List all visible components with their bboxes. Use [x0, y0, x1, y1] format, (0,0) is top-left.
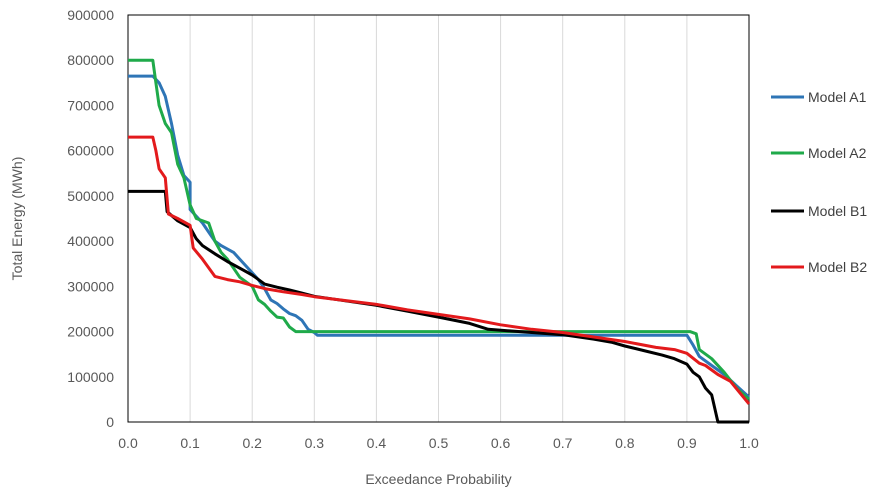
x-tick-label: 0.9 — [677, 435, 697, 451]
legend: Model A1 Model A2 Model B1 Model B2 — [771, 89, 867, 275]
x-tick-label: 0.5 — [429, 435, 449, 451]
x-tick-label: 0.6 — [491, 435, 511, 451]
x-axis-ticks: 0.0 0.1 0.2 0.3 0.4 0.5 0.6 0.7 0.8 0.9 1.0 — [118, 435, 759, 451]
x-tick-label: 1.0 — [739, 435, 759, 451]
x-tick-label: 0.4 — [367, 435, 387, 451]
y-tick-label: 100000 — [67, 369, 114, 385]
x-tick-label: 0.2 — [242, 435, 262, 451]
plot-area-border — [127, 14, 750, 423]
y-tick-label: 300000 — [67, 278, 114, 294]
legend-label-model-b1: Model B1 — [808, 203, 867, 219]
series-line-model-b1 — [128, 189, 749, 424]
y-tick-label: 200000 — [67, 324, 114, 340]
x-tick-label: 0.8 — [615, 435, 635, 451]
grid-lines — [189, 15, 688, 422]
y-tick-label: 500000 — [67, 188, 114, 204]
x-tick-label: 0.1 — [180, 435, 200, 451]
y-tick-label: 800000 — [67, 52, 114, 68]
x-tick-label: 0.3 — [305, 435, 325, 451]
y-tick-label: 700000 — [67, 97, 114, 113]
x-axis-title: Exceedance Probability — [365, 471, 511, 487]
y-tick-label: 0 — [106, 414, 114, 430]
x-tick-label: 0.0 — [118, 435, 138, 451]
y-axis-ticks: 0 100000 200000 300000 400000 500000 600000 700… — [67, 7, 114, 430]
y-tick-label: 600000 — [67, 143, 114, 159]
legend-label-model-a2: Model A2 — [808, 145, 867, 161]
x-tick-label: 0.7 — [553, 435, 573, 451]
legend-label-model-b2: Model B2 — [808, 259, 867, 275]
series-layer — [128, 58, 751, 424]
series-line-model-b2 — [128, 135, 751, 405]
legend-label-model-a1: Model A1 — [808, 89, 867, 105]
y-axis-title: Total Energy (MWh) — [9, 157, 25, 281]
y-tick-label: 400000 — [67, 233, 114, 249]
y-tick-label: 900000 — [67, 7, 114, 23]
